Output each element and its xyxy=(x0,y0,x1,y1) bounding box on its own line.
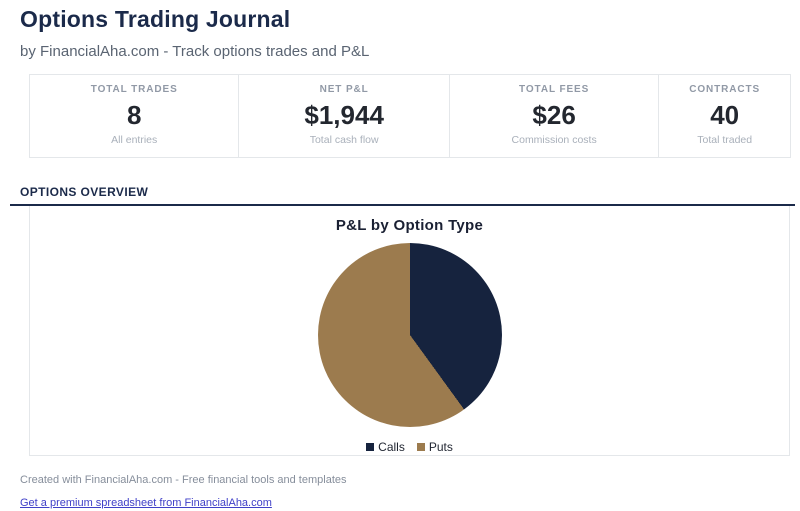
stat-label: TOTAL FEES xyxy=(519,84,590,95)
stat-value: $1,944 xyxy=(304,100,384,130)
footer-credit: Created with FinancialAha.com - Free fin… xyxy=(20,474,347,486)
page-subtitle: by FinancialAha.com - Track options trad… xyxy=(20,43,370,60)
stat-sub: Total traded xyxy=(697,134,753,146)
chart-title: P&L by Option Type xyxy=(335,217,484,234)
legend-item-calls: Calls xyxy=(366,440,405,454)
stat-value: 40 xyxy=(710,100,740,130)
stat-card-contracts: CONTRACTS 40 Total traded xyxy=(658,75,790,157)
chart-legend: Calls Puts xyxy=(30,440,789,454)
page-title: Options Trading Journal xyxy=(20,6,291,32)
stat-card-net-pl: NET P&L $1,944 Total cash flow xyxy=(238,75,448,157)
stat-value: $26 xyxy=(532,100,576,130)
stat-card-total-fees: TOTAL FEES $26 Commission costs xyxy=(448,75,658,157)
footer: Created with FinancialAha.com - Free fin… xyxy=(20,474,800,511)
premium-spreadsheet-link[interactable]: Get a premium spreadsheet from Financial… xyxy=(20,497,272,509)
options-trading-journal-page: Options Trading Journal by FinancialAha.… xyxy=(0,5,800,511)
stat-card-total-trades: TOTAL TRADES 8 All entries xyxy=(30,75,238,157)
stat-value: 8 xyxy=(126,100,142,130)
stats-row: TOTAL TRADES 8 All entries NET P&L $1,94… xyxy=(29,74,791,158)
stat-sub: Total cash flow xyxy=(309,134,379,146)
pie-chart xyxy=(317,243,502,427)
section-title: OPTIONS OVERVIEW xyxy=(20,185,149,199)
stat-label: NET P&L xyxy=(319,84,369,95)
legend-item-puts: Puts xyxy=(416,440,453,454)
section-header-options-overview: OPTIONS OVERVIEW xyxy=(10,185,795,206)
stat-sub: Commission costs xyxy=(511,134,597,146)
legend-swatch-puts xyxy=(416,443,425,451)
stat-label: CONTRACTS xyxy=(689,84,761,95)
chart-card: P&L by Option Type Calls Puts xyxy=(29,206,790,456)
stat-sub: All entries xyxy=(111,134,158,146)
legend-label-puts: Puts xyxy=(428,440,453,454)
stat-label: TOTAL TRADES xyxy=(90,84,178,95)
legend-label-calls: Calls xyxy=(378,440,405,454)
legend-swatch-calls xyxy=(366,443,375,451)
